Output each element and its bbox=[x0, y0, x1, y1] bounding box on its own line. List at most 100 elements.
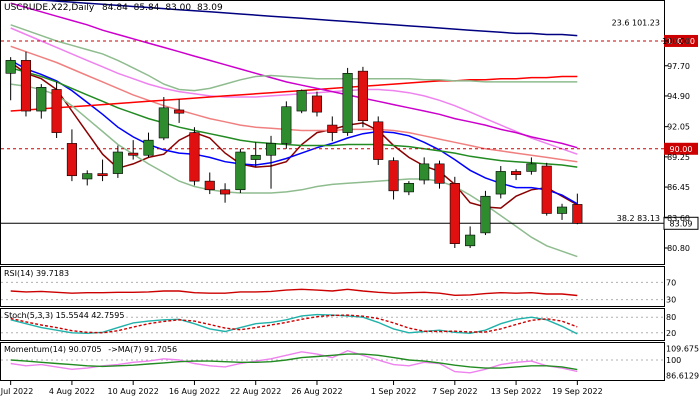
candle-body bbox=[174, 109, 185, 114]
candle-body bbox=[158, 107, 169, 139]
header-high: 85.84 bbox=[134, 3, 160, 13]
price-tick-label: 86.45 bbox=[667, 183, 690, 192]
candle-body bbox=[97, 173, 108, 177]
momentum-title: Momentum(14) 90.0705 ->MA(7) 91.7056 bbox=[4, 345, 177, 354]
x-tick-label: 29 Jul 2022 bbox=[0, 387, 33, 396]
candle-body bbox=[296, 90, 307, 112]
stoch-title: Stoch(5,3,3) 15.5544 42.7595 bbox=[4, 311, 124, 320]
overlay-line-4 bbox=[10, 27, 578, 155]
candle-body bbox=[311, 95, 323, 113]
candle-body bbox=[143, 139, 154, 156]
x-tick-label: 19 Sep 2022 bbox=[552, 387, 603, 396]
candle-body bbox=[556, 206, 568, 214]
momentum-ma-label: ->MA(7) 91.7056 bbox=[108, 345, 177, 354]
momentum-title-main: Momentum(14) 90.0705 bbox=[4, 345, 102, 354]
stoch-series-1 bbox=[10, 314, 578, 334]
momentum-tick-label: 86.6129 bbox=[666, 372, 699, 381]
price-tick-label: 100.00 bbox=[662, 37, 690, 46]
candle-body bbox=[572, 204, 583, 224]
rsi-panel-frame bbox=[0, 266, 665, 307]
stoch-tick-label: 20 bbox=[666, 329, 676, 338]
overlay-line-0 bbox=[10, 61, 578, 209]
stoch-panel-frame bbox=[0, 308, 665, 341]
overlay-line-3 bbox=[10, 45, 578, 163]
candle-body bbox=[495, 171, 506, 195]
candle-body bbox=[449, 182, 460, 244]
x-tick-label: 10 Aug 2022 bbox=[108, 387, 159, 396]
x-tick-label: 4 Aug 2022 bbox=[49, 387, 95, 396]
hline-badge bbox=[664, 34, 698, 47]
overlay-line-6 bbox=[10, 2, 578, 149]
rsi-series-0 bbox=[10, 288, 578, 297]
candle-body bbox=[465, 234, 476, 247]
candle-body bbox=[220, 189, 231, 195]
price-overlays bbox=[10, 0, 578, 258]
price-tick-label: 89.25 bbox=[667, 153, 690, 162]
stoch-panel: 80 20 bbox=[1, 313, 676, 338]
overlay-line-9 bbox=[10, 24, 578, 92]
chart-header: USCRUDE.X22,Daily 84.84 85.84 83.00 83.0… bbox=[4, 3, 223, 13]
x-tick-label: 1 Sep 2022 bbox=[371, 387, 417, 396]
candle-body bbox=[342, 73, 353, 133]
candle-body bbox=[419, 163, 430, 181]
header-symbol: USCRUDE.X22,Daily bbox=[4, 3, 95, 13]
hline-label: 100.00 bbox=[667, 37, 695, 46]
hline-badge bbox=[663, 216, 699, 230]
candle-body bbox=[250, 154, 261, 160]
candle-body bbox=[511, 171, 522, 175]
candle-body bbox=[189, 132, 200, 182]
header-open: 84.84 bbox=[102, 3, 128, 13]
candle-body bbox=[128, 152, 139, 156]
price-tick-label: 80.80 bbox=[667, 244, 690, 253]
price-tick-label: 83.60 bbox=[667, 214, 690, 223]
x-tick-label: 16 Aug 2022 bbox=[169, 387, 220, 396]
candle-body bbox=[51, 89, 62, 133]
candle-body bbox=[5, 60, 16, 74]
hline-label: 90.00 bbox=[670, 145, 693, 154]
overlay-line-8 bbox=[10, 83, 578, 258]
candle-body bbox=[541, 165, 552, 214]
candle-body bbox=[526, 163, 537, 172]
candle-body bbox=[66, 143, 77, 177]
candle-body bbox=[357, 70, 368, 122]
rsi-title: RSI(14) 39.7183 bbox=[4, 269, 69, 278]
fib-label: 23.6 101.23 bbox=[612, 19, 660, 28]
price-candles bbox=[5, 51, 583, 248]
rsi-panel: 70 30 bbox=[1, 278, 676, 305]
candle-body bbox=[36, 87, 47, 112]
header-close: 83.09 bbox=[197, 3, 223, 13]
x-axis: 29 Jul 2022 4 Aug 2022 10 Aug 2022 16 Aug 2… bbox=[0, 381, 603, 396]
candle-body bbox=[112, 151, 123, 174]
x-tick-label: 22 Aug 2022 bbox=[230, 387, 281, 396]
stoch-tick-label: 80 bbox=[666, 313, 676, 322]
hline-badge bbox=[664, 142, 698, 155]
candle-body bbox=[204, 180, 215, 191]
price-tick-label: 97.70 bbox=[667, 62, 690, 71]
stoch-series-0 bbox=[10, 313, 578, 335]
overlay-line-7 bbox=[30, 0, 578, 37]
price-panel-frame bbox=[0, 0, 665, 265]
hline-label: 83.09 bbox=[670, 219, 693, 228]
momentum-tick-label: 100 bbox=[666, 356, 681, 365]
x-tick-label: 7 Sep 2022 bbox=[432, 387, 478, 396]
price-hlines: 100.00 90.00 83.09 23.6 101.23 38.2 83.13 bbox=[1, 19, 699, 230]
overlay-line-5 bbox=[10, 75, 578, 112]
rsi-tick-label: 30 bbox=[666, 296, 676, 305]
momentum-series-1 bbox=[10, 353, 578, 371]
candle-body bbox=[281, 106, 292, 144]
header-low: 83.00 bbox=[165, 3, 191, 13]
candle-body bbox=[327, 124, 338, 133]
candle-body bbox=[235, 151, 246, 191]
candle-body bbox=[20, 60, 32, 112]
momentum-panel-frame bbox=[0, 342, 665, 381]
price-tick-label: 92.05 bbox=[667, 123, 690, 132]
overlay-line-1 bbox=[10, 59, 578, 205]
candle-body bbox=[82, 173, 93, 180]
candle-body bbox=[373, 121, 384, 160]
momentum-series-0 bbox=[10, 349, 578, 374]
candle-body bbox=[265, 143, 277, 156]
overlay-line-2 bbox=[10, 67, 578, 168]
